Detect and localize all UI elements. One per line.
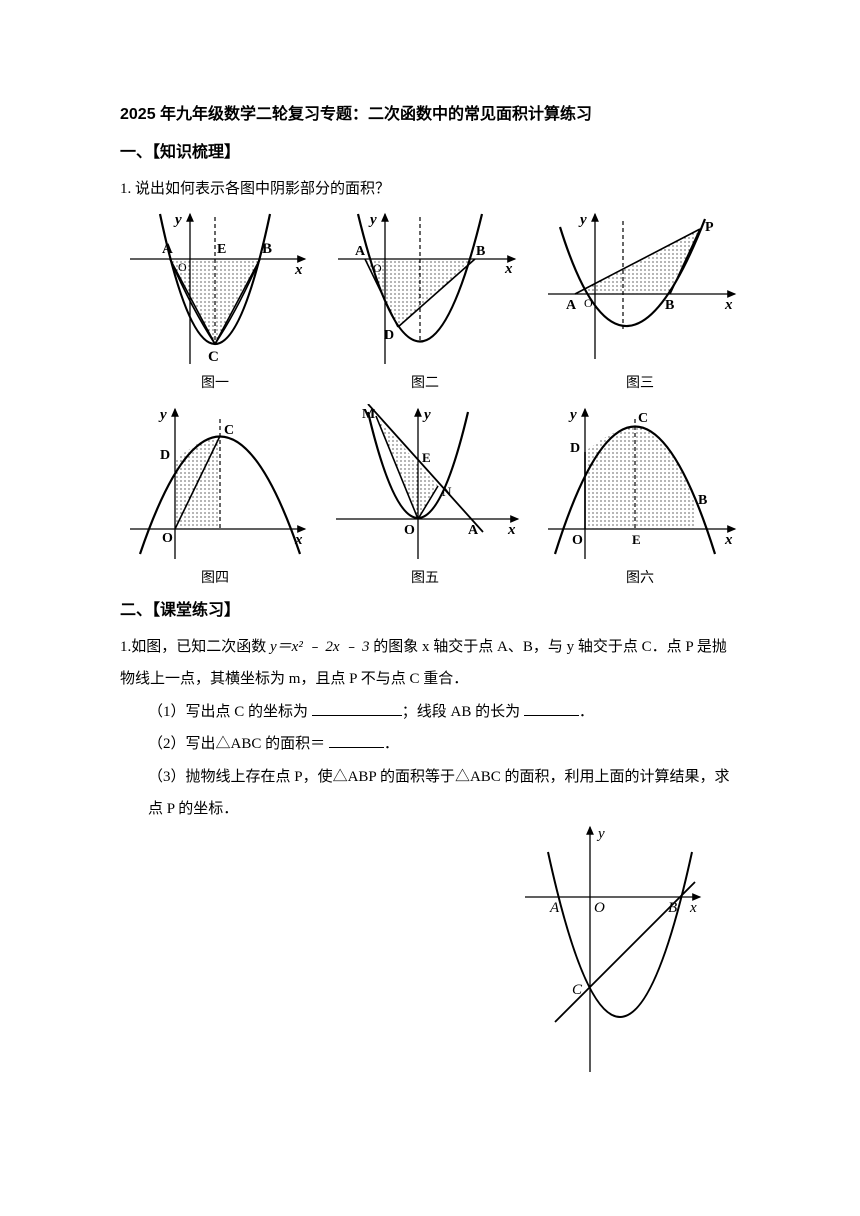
svg-text:C: C	[224, 423, 234, 438]
q1-eq: y＝x² ﹣ 2x ﹣ 3	[270, 639, 369, 655]
blank-area[interactable]	[329, 733, 384, 748]
q1-line1-b: 的图象 x 轴交于点 A、B，与 y 轴交于点 C．点 P 是抛	[370, 639, 727, 655]
svg-text:C: C	[208, 349, 219, 365]
bottom-figure-svg: A O B C x y	[520, 822, 710, 1077]
q1-sub1-a: （1）写出点 C 的坐标为	[148, 704, 312, 720]
svg-text:O: O	[404, 523, 415, 538]
svg-text:B: B	[668, 900, 677, 916]
figure-5-caption: 图五	[411, 566, 439, 593]
section1-head: 一、【知识梳理】	[120, 138, 740, 168]
svg-text:A: A	[468, 523, 479, 538]
figure-4-caption: 图四	[201, 566, 229, 593]
q1-sub2-b: ．	[384, 736, 399, 752]
svg-text:x: x	[504, 261, 513, 277]
svg-text:y: y	[422, 407, 431, 423]
svg-text:A: A	[549, 900, 560, 916]
q1-sub1: （1）写出点 C 的坐标为 ；线段 AB 的长为 ．	[120, 698, 740, 727]
figure-5: M E N O A x y 图五	[328, 404, 523, 593]
q1-line2: 物线上一点，其横坐标为 m，且点 P 不与点 C 重合．	[120, 665, 740, 694]
svg-text:C: C	[638, 411, 648, 426]
svg-text:O: O	[162, 531, 173, 546]
figure-4-svg: D C O x y	[120, 404, 310, 564]
figure-2-svg: A B D O x y	[330, 209, 520, 369]
figure-3: A B P O x y 图三	[540, 209, 740, 398]
blank-c-coord[interactable]	[312, 701, 402, 716]
svg-text:O: O	[594, 900, 605, 916]
figure-5-svg: M E N O A x y	[328, 404, 523, 564]
svg-text:y: y	[578, 212, 587, 228]
q1-sub2: （2）写出△ABC 的面积＝ ．	[120, 730, 740, 759]
svg-text:x: x	[689, 900, 697, 916]
q1-line1: 1.如图，已知二次函数 y＝x² ﹣ 2x ﹣ 3 的图象 x 轴交于点 A、B…	[120, 633, 740, 662]
bottom-figure: A O B C x y	[520, 822, 710, 1077]
svg-text:C: C	[572, 982, 583, 998]
figure-row-1: A E B C O x y 图一	[120, 209, 740, 398]
figure-6: D C B O E x y 图六	[540, 404, 740, 593]
figure-6-svg: D C B O E x y	[540, 404, 740, 564]
figure-1-caption: 图一	[201, 371, 229, 398]
figure-6-caption: 图六	[626, 566, 654, 593]
q1-sub3-line1: （3）抛物线上存在点 P，使△ABP 的面积等于△ABC 的面积，利用上面的计算…	[120, 763, 740, 792]
svg-text:O: O	[178, 260, 187, 274]
page-title: 2025 年九年级数学二轮复习专题：二次函数中的常见面积计算练习	[120, 100, 740, 130]
q1-sub2-a: （2）写出△ABC 的面积＝	[148, 736, 329, 752]
svg-text:O: O	[572, 533, 583, 548]
svg-text:B: B	[476, 244, 485, 259]
svg-text:D: D	[160, 448, 170, 463]
figure-row-2: D C O x y 图四	[120, 404, 740, 593]
q1-sub3-line2: 点 P 的坐标．	[120, 795, 740, 824]
svg-text:O: O	[584, 296, 593, 310]
svg-text:x: x	[294, 262, 303, 278]
svg-text:y: y	[173, 212, 182, 228]
figure-3-svg: A B P O x y	[540, 209, 740, 369]
svg-text:E: E	[632, 532, 641, 547]
svg-text:x: x	[507, 522, 516, 538]
q1-sub1-c: ．	[579, 704, 594, 720]
svg-text:D: D	[570, 441, 580, 456]
blank-ab-len[interactable]	[524, 701, 579, 716]
svg-text:y: y	[568, 407, 577, 423]
section1-prompt: 1. 说出如何表示各图中阴影部分的面积？	[120, 175, 740, 204]
svg-text:B: B	[262, 241, 272, 257]
svg-text:y: y	[158, 407, 167, 423]
svg-text:y: y	[368, 212, 377, 228]
svg-text:O: O	[373, 261, 382, 275]
svg-text:A: A	[162, 241, 173, 257]
svg-text:D: D	[384, 328, 394, 343]
figure-2: A B D O x y 图二	[330, 209, 520, 398]
figure-4: D C O x y 图四	[120, 404, 310, 593]
svg-text:x: x	[294, 532, 303, 548]
svg-text:y: y	[596, 826, 605, 842]
svg-text:A: A	[355, 244, 366, 259]
svg-text:x: x	[724, 297, 733, 313]
svg-text:M: M	[362, 407, 375, 422]
q1-line1-a: 1.如图，已知二次函数	[120, 639, 270, 655]
svg-text:E: E	[217, 242, 226, 257]
svg-text:A: A	[566, 298, 577, 313]
svg-text:E: E	[422, 450, 431, 465]
svg-text:x: x	[724, 532, 733, 548]
figure-1-svg: A E B C O x y	[120, 209, 310, 369]
svg-text:P: P	[705, 220, 714, 235]
figure-3-caption: 图三	[626, 371, 654, 398]
svg-text:N: N	[442, 484, 452, 499]
q1-sub1-b: ；线段 AB 的长为	[402, 704, 524, 720]
svg-text:B: B	[665, 298, 674, 313]
figure-1: A E B C O x y 图一	[120, 209, 310, 398]
svg-text:B: B	[698, 493, 707, 508]
figure-2-caption: 图二	[411, 371, 439, 398]
section2-head: 二、【课堂练习】	[120, 596, 740, 626]
